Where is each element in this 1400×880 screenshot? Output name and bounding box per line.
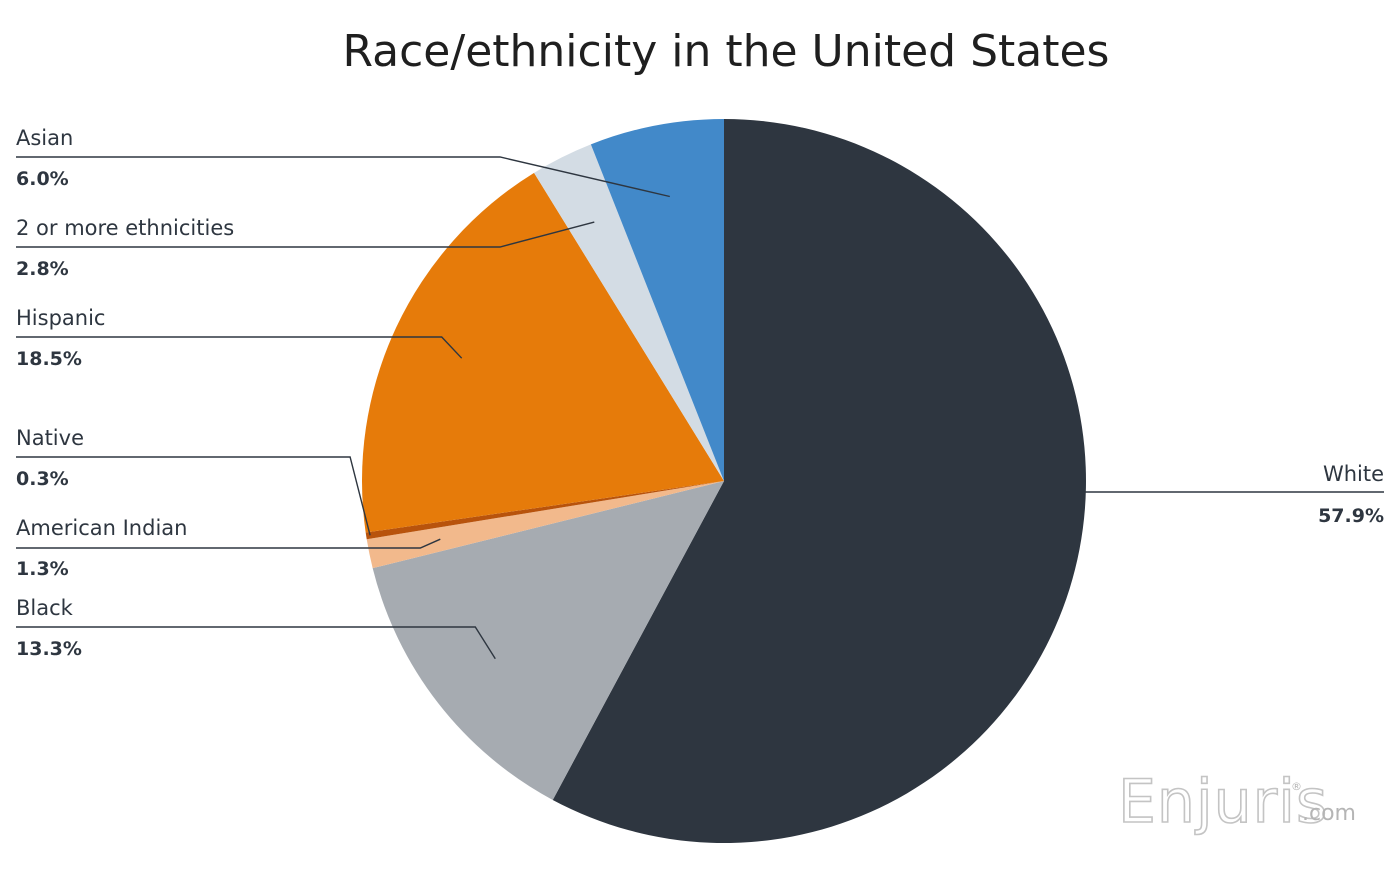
leader-line-native: [16, 456, 371, 536]
pie-slice-american-indian: [366, 481, 724, 569]
pie-slice-hispanic: [361, 172, 724, 533]
slice-label-hispanic: Hispanic: [16, 306, 105, 330]
slice-value-2-or-more-ethnicities: 2.8%: [16, 258, 69, 280]
leader-line-asian: [16, 156, 670, 198]
pie-slice-black: [372, 481, 724, 800]
chart-title: Race/ethnicity in the United States: [343, 26, 1110, 77]
pie-slice-2-or-more-ethnicities: [534, 144, 724, 481]
slice-label-white: White: [1323, 462, 1384, 486]
watermark-registered: ®: [1291, 780, 1302, 793]
slice-value-american-indian: 1.3%: [16, 558, 69, 580]
watermark-brand: Enjuris: [1118, 767, 1328, 837]
slice-value-white: 57.9%: [1318, 505, 1384, 527]
leader-line-2-or-more-ethnicities: [16, 221, 595, 248]
watermark-suffix: .com: [1302, 801, 1356, 826]
leader-lines: [16, 156, 1384, 660]
slice-label-american-indian: American Indian: [16, 516, 187, 540]
pie-slices: [361, 119, 1086, 844]
slice-value-black: 13.3%: [16, 638, 82, 660]
pie-slice-native: [365, 481, 724, 540]
slice-value-hispanic: 18.5%: [16, 348, 82, 370]
slice-value-asian: 6.0%: [16, 168, 69, 190]
leader-line-black: [16, 626, 496, 660]
slice-label-asian: Asian: [16, 126, 73, 150]
slice-labels: White 57.9% Black 13.3% American Indian 1.3% N…: [16, 126, 1384, 660]
slice-label-2-or-more-ethnicities: 2 or more ethnicities: [16, 216, 234, 240]
pie-slice-asian: [590, 119, 724, 481]
enjuris-logo: Enjuris ® .com: [1117, 766, 1356, 838]
slice-label-native: Native: [16, 426, 84, 450]
leader-line-hispanic: [16, 336, 463, 359]
slice-value-native: 0.3%: [16, 468, 69, 490]
leader-line-american-indian: [16, 538, 441, 549]
slice-label-black: Black: [16, 596, 74, 620]
pie-slice-white: [552, 119, 1086, 844]
